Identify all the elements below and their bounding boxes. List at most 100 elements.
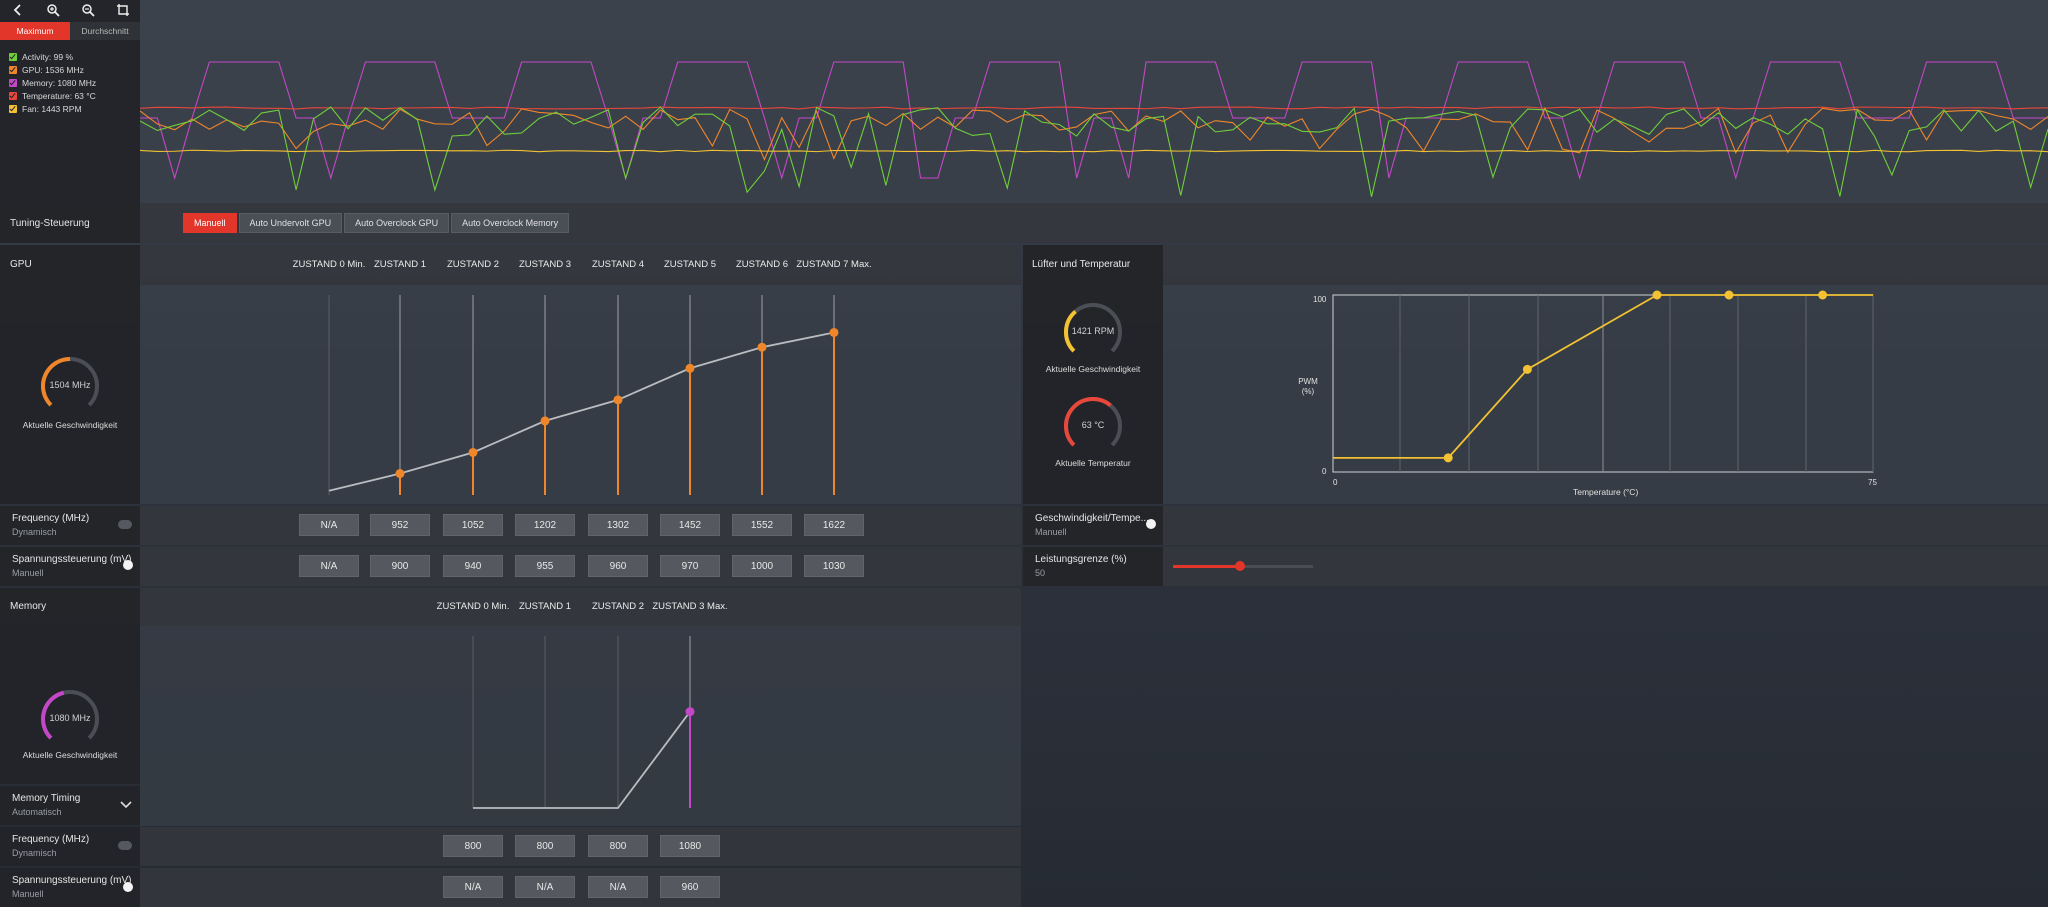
memory-timing-dropdown[interactable] <box>0 786 140 825</box>
tab-average[interactable]: Durchschnitt <box>70 22 140 40</box>
checkbox-icon[interactable] <box>9 52 17 61</box>
memory-voltage-mode: Manuell <box>12 889 44 899</box>
gpu-state-headers: ZUSTAND 0 Min. ZUSTAND 1 ZUSTAND 2 ZUSTAND … <box>0 245 1021 285</box>
gpu-state-header: ZUSTAND 7 Max. <box>796 259 872 270</box>
temperature-value: 63 °C <box>1081 420 1105 430</box>
fan-curve-point <box>1724 290 1734 300</box>
fan-curve-xmax: 75 <box>1868 478 1877 487</box>
speed-temp-row <box>1023 506 2048 545</box>
power-limit-slider-handle[interactable] <box>1234 561 1245 571</box>
memory-voltage-toggle[interactable] <box>123 882 133 892</box>
auto-overclock-memory-button[interactable]: Auto Overclock Memory <box>451 213 570 233</box>
gpu-voltage-input[interactable]: 940 <box>443 555 503 577</box>
memory-state-header: ZUSTAND 3 Max. <box>652 601 728 612</box>
memory-voltage-label-cell <box>0 868 140 907</box>
memory-frequency-toggle[interactable] <box>118 841 132 850</box>
memory-frequency-label: Frequency (MHz) <box>12 834 90 845</box>
gpu-frequency-input[interactable]: 1302 <box>588 514 648 536</box>
legend-memory[interactable]: Memory: 1080 MHz <box>9 76 96 89</box>
power-limit-label: Leistungsgrenze (%) <box>1035 554 1127 565</box>
memory-frequency-input[interactable]: 800 <box>515 835 575 857</box>
gpu-state-header: ZUSTAND 1 <box>373 259 427 270</box>
gpu-frequency-input[interactable]: 952 <box>370 514 430 536</box>
memory-frequency-label-cell <box>0 827 140 866</box>
memory-state-header: ZUSTAND 0 Min. <box>436 601 510 612</box>
gpu-voltage-input[interactable]: 970 <box>660 555 720 577</box>
gpu-voltage-input[interactable]: 1000 <box>732 555 792 577</box>
memory-voltage-row <box>0 868 1021 907</box>
speed-temp-toggle[interactable] <box>1146 519 1156 529</box>
fan-curve-point <box>1818 290 1828 300</box>
temperature-label: Aktuelle Temperatur <box>1055 458 1131 468</box>
frequency-curve <box>473 711 691 809</box>
gpu-frequency-input[interactable]: 1202 <box>515 514 575 536</box>
crop-icon[interactable] <box>116 3 130 17</box>
memory-frequency-input[interactable]: 800 <box>588 835 648 857</box>
chevron-down-icon[interactable] <box>120 801 132 809</box>
gpu-frequency-label-cell <box>0 506 140 545</box>
memory-gauge-value: 1080 MHz <box>49 713 91 723</box>
memory-gauge-cell <box>0 626 140 784</box>
gpu-curve-area <box>140 285 1021 504</box>
gpu-frequency-label: Frequency (MHz) <box>12 513 90 524</box>
memory-frequency-input[interactable]: 800 <box>443 835 503 857</box>
memory-frequency-mode: Dynamisch <box>12 848 57 858</box>
memory-timing-value: Automatisch <box>12 807 62 817</box>
state-handle <box>540 416 550 426</box>
speed-temp-label: Geschwindigkeit/Tempe... <box>1035 513 1149 524</box>
fan-speed-gauge <box>1064 303 1122 353</box>
memory-voltage-values: N/A N/A N/A 960 <box>0 868 1021 907</box>
auto-overclock-gpu-button[interactable]: Auto Overclock GPU <box>344 213 450 233</box>
gpu-voltage-input[interactable]: 960 <box>588 555 648 577</box>
fan-curve-point <box>1443 453 1453 463</box>
fan-curve-xlabel: Temperature (°C) <box>1573 487 1639 497</box>
memory-frequency-values: 800 800 800 1080 <box>0 827 1021 866</box>
gpu-voltage-mode: Manuell <box>12 568 44 578</box>
temperature-gauge <box>1064 397 1122 447</box>
gpu-frequency-input[interactable]: 1552 <box>732 514 792 536</box>
memory-voltage-input[interactable]: 960 <box>660 876 720 898</box>
tuning-label: Tuning-Steuerung <box>10 218 90 229</box>
state-handle <box>468 447 478 457</box>
fan-curve-area <box>1163 285 2048 504</box>
gpu-voltage-input[interactable]: 955 <box>515 555 575 577</box>
auto-undervolt-button[interactable]: Auto Undervolt GPU <box>238 213 343 233</box>
memory-frequency-input[interactable]: 1080 <box>660 835 720 857</box>
power-limit-slider-fill <box>1173 565 1240 568</box>
legend-label: Activity: 99 % <box>22 51 74 62</box>
legend-gpu[interactable]: GPU: 1536 MHz <box>9 63 96 76</box>
checkbox-icon[interactable] <box>9 91 17 100</box>
fan-title: Lüfter und Temperatur <box>1032 259 1131 270</box>
memory-voltage-input: N/A <box>588 876 648 898</box>
back-icon[interactable] <box>11 3 25 17</box>
zoom-in-icon[interactable] <box>46 3 60 17</box>
memory-gauge-label: Aktuelle Geschwindigkeit <box>22 750 118 760</box>
zoom-out-icon[interactable] <box>81 3 95 17</box>
gauge-fill <box>1064 309 1077 353</box>
legend-temperature[interactable]: Temperature: 63 °C <box>9 89 96 102</box>
checkbox-icon[interactable] <box>9 65 17 74</box>
gpu-voltage-input[interactable]: 1030 <box>804 555 864 577</box>
checkbox-icon[interactable] <box>9 78 17 87</box>
gpu-voltage-input[interactable]: 900 <box>370 555 430 577</box>
gauge-fill <box>41 357 71 407</box>
gpu-voltage-label-cell <box>0 547 140 586</box>
gpu-voltage-toggle[interactable] <box>123 560 133 570</box>
gpu-frequency-input[interactable]: 1622 <box>804 514 864 536</box>
fan-series <box>139 149 2048 153</box>
tab-maximum[interactable]: Maximum <box>0 22 70 40</box>
monitor-toolbar <box>0 0 140 20</box>
manual-button[interactable]: Manuell <box>183 213 237 233</box>
legend-fan[interactable]: Fan: 1443 RPM <box>9 102 96 115</box>
gpu-frequency-toggle[interactable] <box>118 520 132 529</box>
gpu-frequency-input[interactable]: 1052 <box>443 514 503 536</box>
fan-curve-ymax: 100 <box>1313 295 1327 304</box>
checkbox-icon[interactable] <box>9 104 17 113</box>
gpu-frequency-input[interactable]: 1452 <box>660 514 720 536</box>
legend-activity[interactable]: Activity: 99 % <box>9 50 96 63</box>
state-handle <box>685 363 695 373</box>
state-handle <box>685 707 695 717</box>
memory-state-headers: ZUSTAND 0 Min. ZUSTAND 1 ZUSTAND 2 ZUSTAND … <box>0 588 1021 626</box>
fan-header <box>1023 245 2048 285</box>
memory-voltage-input: N/A <box>443 876 503 898</box>
